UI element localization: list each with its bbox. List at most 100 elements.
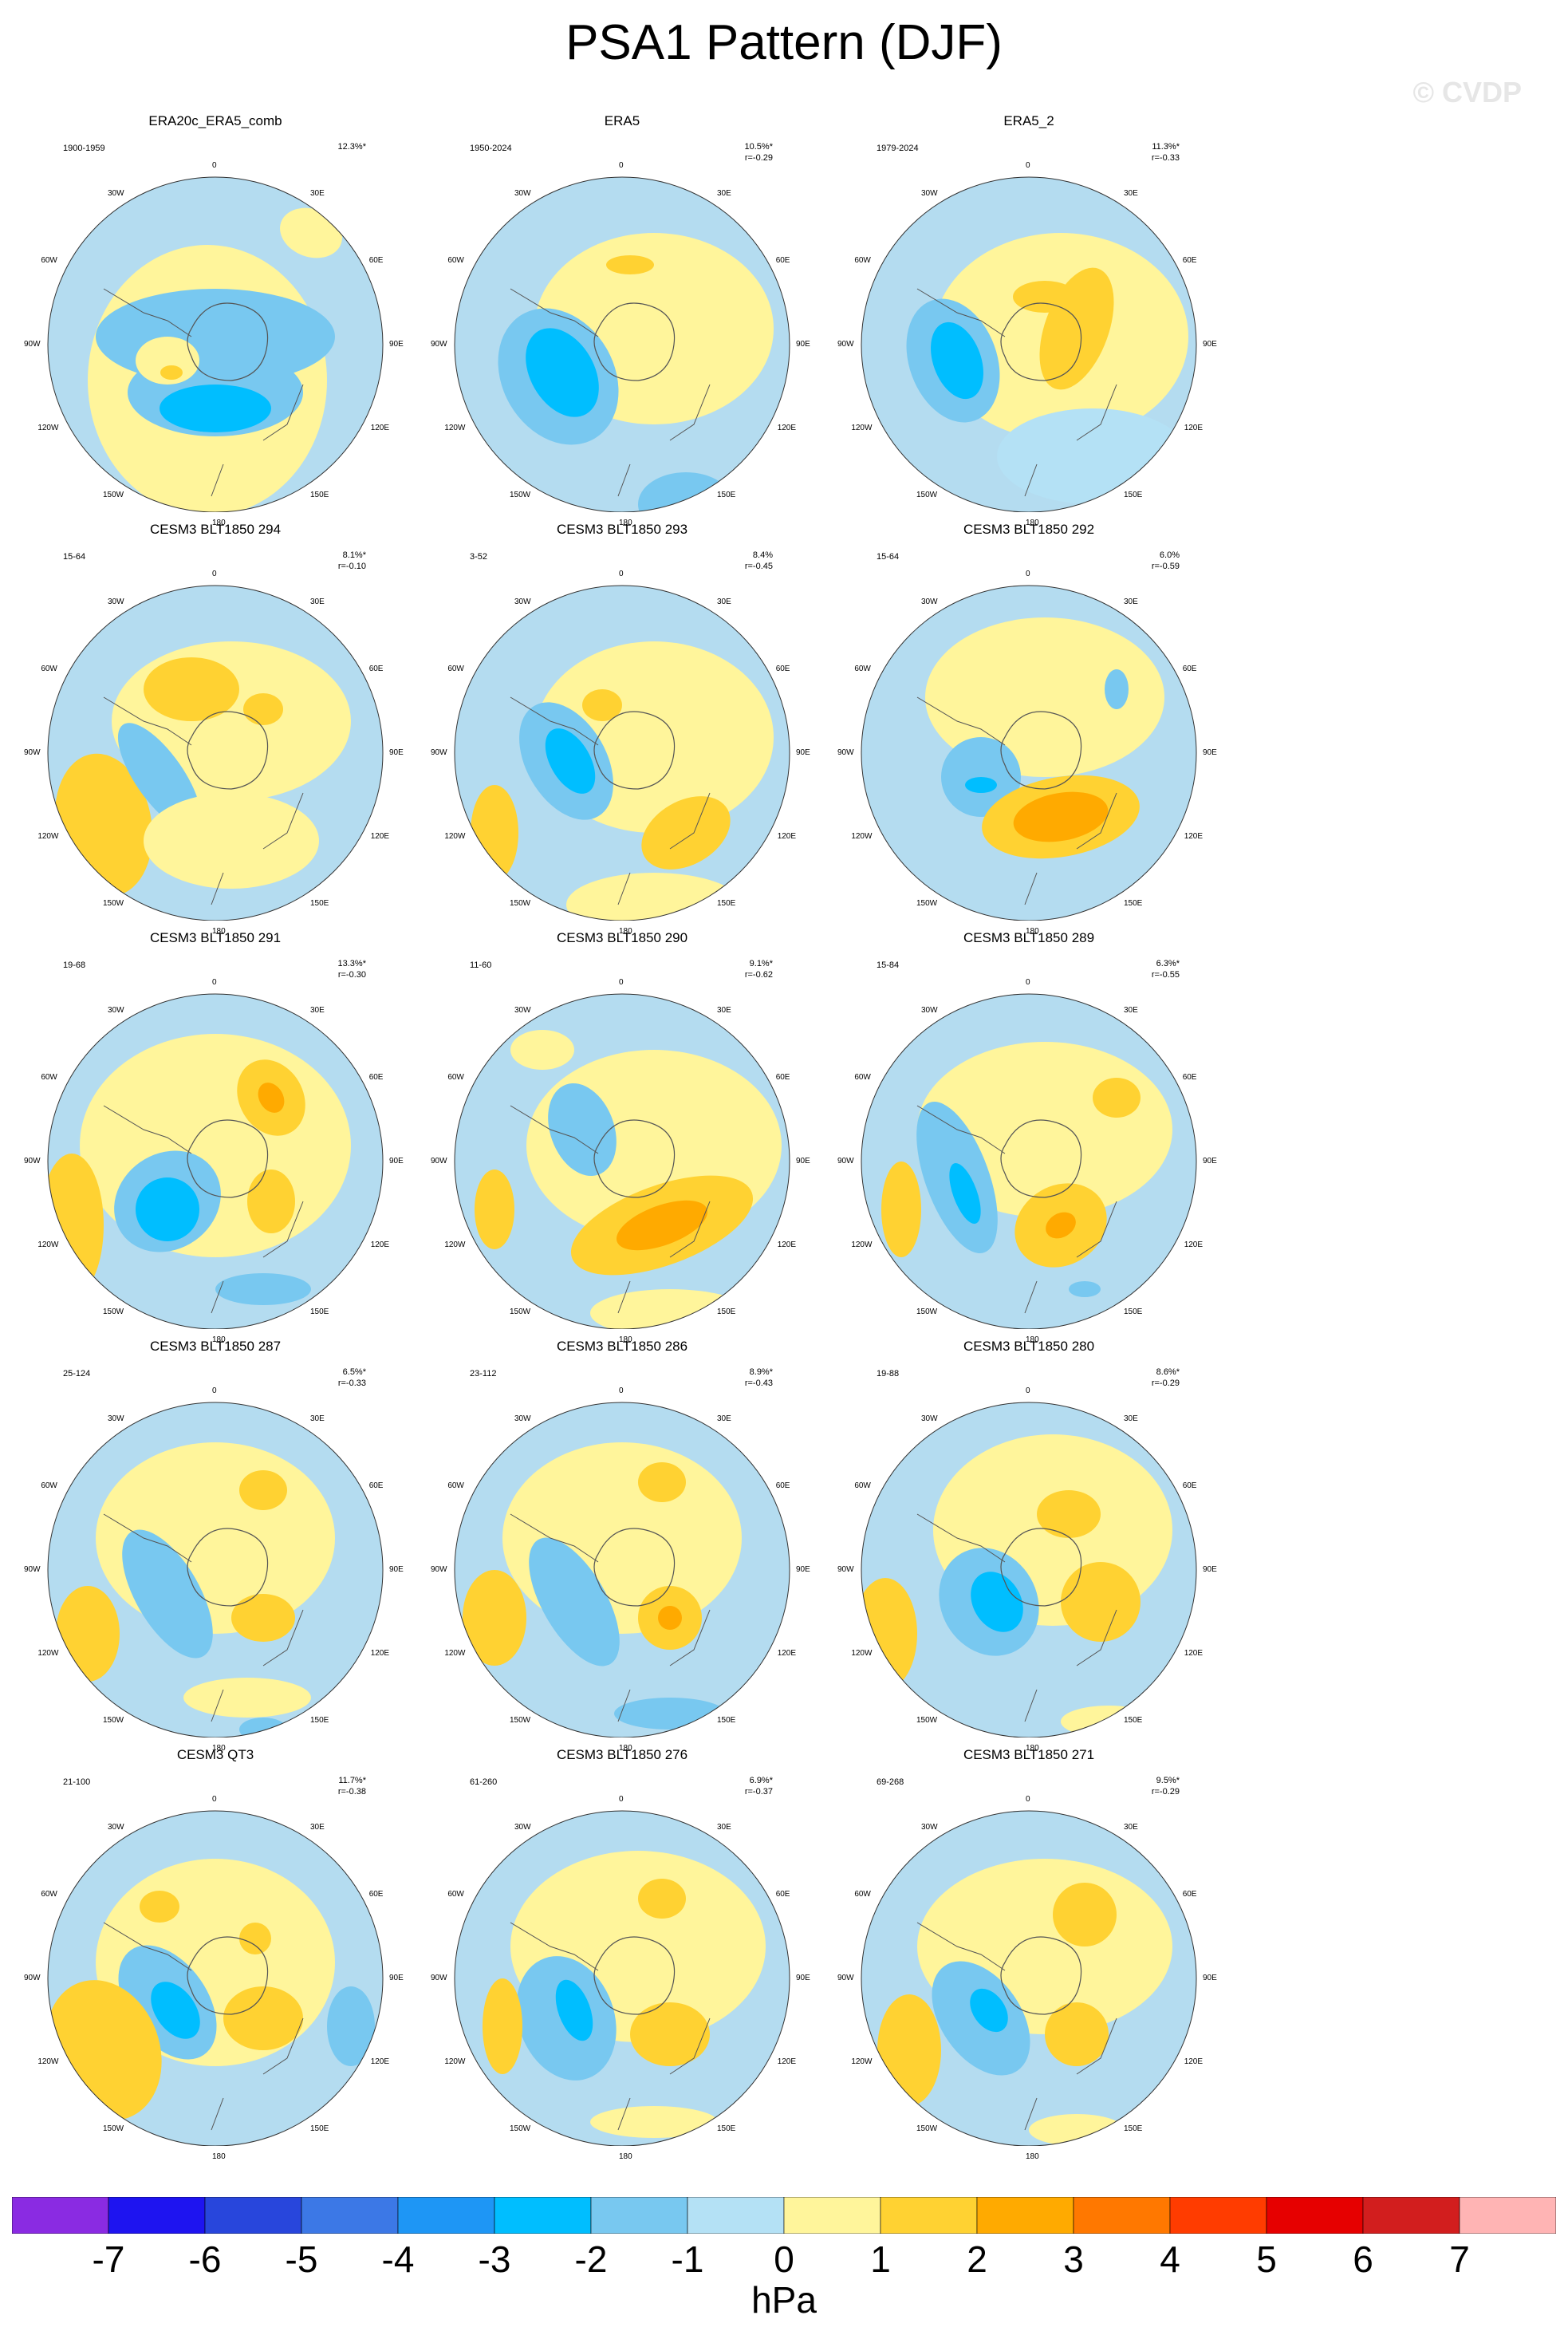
panel-pattern-correlation: r=-0.43 bbox=[744, 1379, 773, 1388]
anomaly-contour bbox=[1069, 1281, 1101, 1297]
panel-pattern-correlation: r=-0.29 bbox=[1151, 1787, 1180, 1797]
anomaly-contour bbox=[231, 1594, 295, 1642]
colorbar-segment bbox=[976, 2197, 1074, 2234]
longitude-label: 0 bbox=[619, 161, 624, 170]
longitude-label: 120E bbox=[777, 1240, 797, 1249]
anomaly-contour bbox=[529, 1537, 620, 1666]
anomaly-contour bbox=[925, 617, 1164, 777]
panel-variance-percent: 8.4% bbox=[752, 550, 773, 560]
south-america-outline bbox=[916, 1513, 1006, 1563]
panel-title: ERA5 bbox=[604, 113, 640, 128]
panel-title: ERA20c_ERA5_comb bbox=[148, 113, 282, 128]
longitude-label: 30W bbox=[108, 1823, 124, 1832]
anomaly-contour bbox=[606, 255, 654, 274]
longitude-label: 0 bbox=[619, 1386, 624, 1395]
longitude-label: 90W bbox=[24, 1157, 41, 1166]
panel-years: 23-112 bbox=[470, 1369, 497, 1379]
colorbar-segment bbox=[1362, 2197, 1460, 2234]
antarctica-outline bbox=[187, 1119, 269, 1198]
coastline-outline bbox=[1024, 2017, 1117, 2131]
panel-variance-percent: 6.0% bbox=[1159, 550, 1180, 560]
longitude-label: 150W bbox=[916, 1715, 938, 1725]
map-panel: ERA20c_ERA5_comb 1900-1959 12.3%* 0 30W 30E 60… bbox=[24, 113, 404, 527]
longitude-label: 90E bbox=[389, 748, 404, 757]
longitude-label: 120W bbox=[37, 2057, 59, 2066]
longitude-label: 150W bbox=[916, 898, 938, 908]
longitude-label: 30E bbox=[310, 189, 325, 199]
longitude-label: 90E bbox=[796, 748, 810, 757]
map-panel: CESM3 BLT1850 291 19-68 13.3%* r=-0.30 0 30W 3… bbox=[24, 930, 404, 1344]
anomaly-contour bbox=[463, 1570, 526, 1666]
anomaly-contour bbox=[638, 1879, 686, 1919]
panel-variance-percent: 10.5%* bbox=[744, 142, 773, 152]
antarctica-outline bbox=[593, 1528, 676, 1607]
panel-variance-percent: 6.5%* bbox=[342, 1367, 366, 1377]
map-border bbox=[861, 993, 1197, 1329]
map-border bbox=[861, 585, 1197, 921]
longitude-label: 60E bbox=[775, 665, 790, 673]
longitude-label: 90W bbox=[837, 748, 854, 757]
longitude-label: 150W bbox=[916, 2124, 938, 2133]
longitude-label: 30E bbox=[1124, 1414, 1138, 1424]
south-america-outline bbox=[916, 288, 1006, 337]
longitude-label: 60W bbox=[447, 1073, 464, 1082]
longitude-label: 30W bbox=[108, 1414, 124, 1424]
longitude-label: 30W bbox=[108, 598, 124, 607]
longitude-label: 60E bbox=[775, 1890, 790, 1899]
colorbar-tick-label: 3 bbox=[1063, 2238, 1084, 2280]
longitude-label: 90W bbox=[431, 748, 447, 757]
anomaly-contour bbox=[555, 1979, 593, 2041]
anomaly-contour bbox=[965, 777, 997, 793]
longitude-label: 30W bbox=[108, 1006, 124, 1016]
antarctica-outline bbox=[593, 302, 676, 381]
longitude-label: 90W bbox=[24, 340, 41, 349]
longitude-label: 120E bbox=[370, 1240, 390, 1249]
longitude-label: 150W bbox=[103, 1307, 124, 1316]
south-america-outline bbox=[510, 696, 599, 746]
panel-variance-percent: 8.9%* bbox=[749, 1367, 773, 1377]
panel-title: CESM3 BLT1850 287 bbox=[149, 1339, 282, 1354]
map-border bbox=[47, 176, 384, 512]
longitude-label: 150E bbox=[717, 490, 736, 499]
anomaly-contour bbox=[327, 1986, 375, 2066]
map-border bbox=[454, 1810, 790, 2146]
colorbar-tick-label: 1 bbox=[870, 2238, 891, 2280]
longitude-label: 90W bbox=[837, 1974, 854, 1982]
page-title: PSA1 Pattern (DJF) bbox=[565, 15, 1003, 70]
anomaly-contour bbox=[971, 1572, 1023, 1632]
longitude-label: 90E bbox=[796, 1565, 810, 1574]
anomaly-contour bbox=[280, 207, 342, 258]
panel-years: 19-88 bbox=[877, 1369, 900, 1379]
longitude-label: 30E bbox=[1124, 598, 1138, 607]
longitude-label: 30E bbox=[310, 1006, 325, 1016]
map-panel: CESM3 BLT1850 289 15-84 6.3%* r=-0.55 0 30W 30… bbox=[837, 930, 1217, 1344]
longitude-label: 30W bbox=[514, 1823, 531, 1832]
anomaly-contour bbox=[1039, 267, 1114, 390]
longitude-label: 90E bbox=[389, 1974, 404, 1982]
longitude-label: 150E bbox=[1124, 898, 1143, 908]
longitude-label: 150E bbox=[310, 490, 329, 499]
colorbar-tick-label: -5 bbox=[285, 2238, 318, 2280]
panel-title: ERA5_2 bbox=[1003, 113, 1054, 128]
panel-years: 15-84 bbox=[877, 960, 900, 970]
anomaly-contour bbox=[136, 1177, 199, 1241]
colorbar-segment bbox=[108, 2197, 206, 2234]
longitude-label: 30W bbox=[921, 1006, 938, 1016]
longitude-label: 30E bbox=[1124, 189, 1138, 199]
coastline-outline bbox=[617, 792, 711, 905]
longitude-label: 30E bbox=[717, 1414, 731, 1424]
panel-pattern-correlation: r=-0.38 bbox=[337, 1787, 366, 1797]
watermark: © CVDP bbox=[1412, 76, 1522, 108]
antarctica-outline bbox=[1000, 1528, 1082, 1607]
longitude-label: 150E bbox=[1124, 490, 1143, 499]
antarctica-outline bbox=[187, 1528, 269, 1607]
coastline-outline bbox=[617, 1609, 711, 1722]
antarctica-outline bbox=[187, 302, 269, 381]
longitude-label: 30E bbox=[717, 189, 731, 199]
longitude-label: 180 bbox=[212, 2152, 226, 2161]
panel-title: CESM3 BLT1850 293 bbox=[556, 522, 688, 537]
colorbar-tick-label: 2 bbox=[967, 2238, 987, 2280]
longitude-label: 30E bbox=[310, 1823, 325, 1832]
longitude-label: 60E bbox=[775, 1073, 790, 1082]
south-america-outline bbox=[510, 288, 599, 337]
